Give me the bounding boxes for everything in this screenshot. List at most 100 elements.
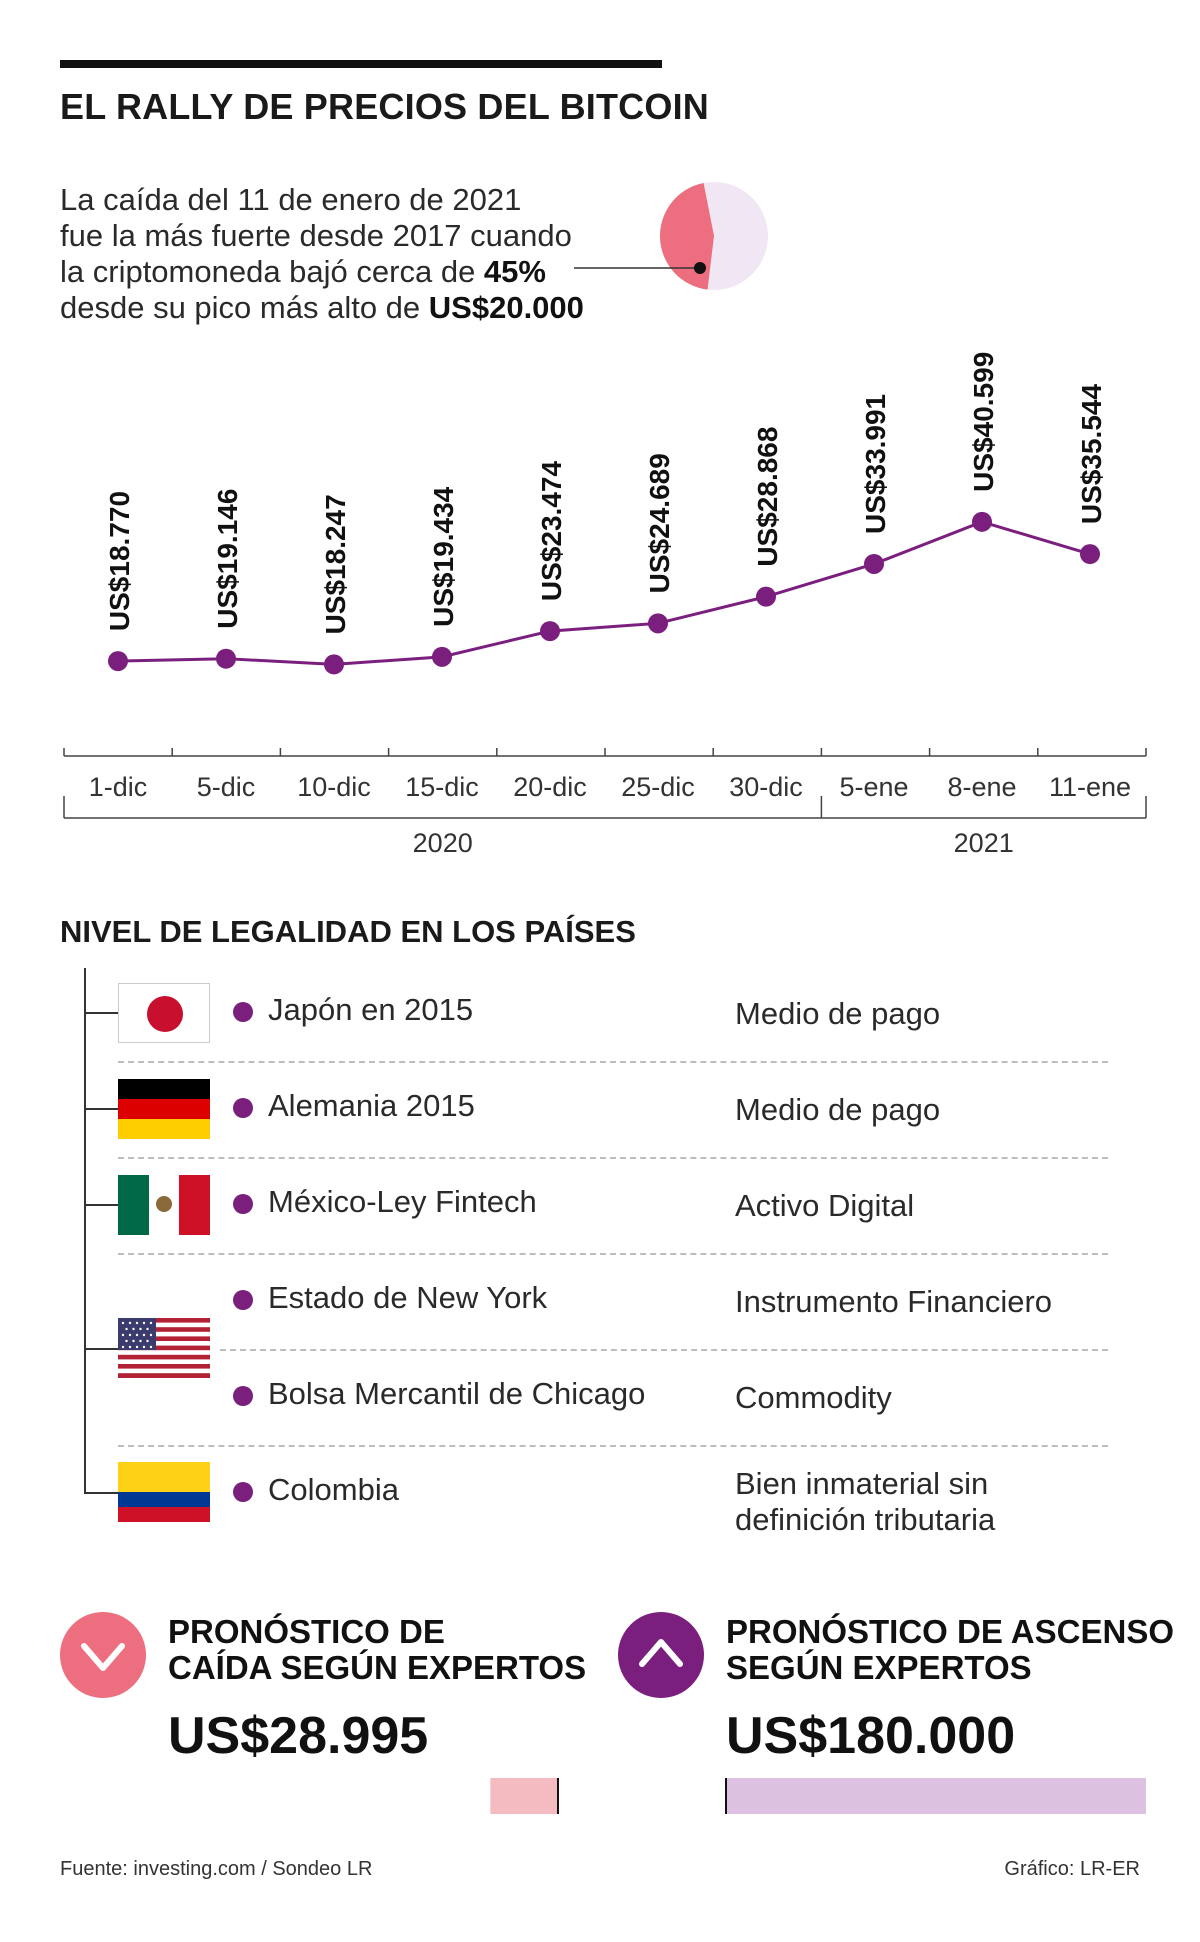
- source-note: Fuente: investing.com / Sondeo LR: [60, 1858, 373, 1880]
- country-new-york: Estado de New York: [268, 1280, 548, 1315]
- price-line-chart: US$18.770 US$19.146 US$18.247 US$19.434 US$2…: [63, 352, 1147, 858]
- data-point-30-dic: [756, 586, 776, 607]
- country-chicago: Bolsa Mercantil de Chicago: [268, 1376, 646, 1411]
- mexico-coat-of-arms-icon: [156, 1196, 172, 1212]
- mexico-stripe-green: [118, 1175, 149, 1235]
- country-colombia: Colombia: [268, 1472, 399, 1507]
- chevron-up-icon: [639, 1639, 683, 1667]
- x-tick-label-5-ene: 5-ene: [839, 772, 908, 802]
- data-label-15-dic: US$19.434: [428, 486, 459, 627]
- x-tick-label-15-dic: 15-dic: [405, 772, 479, 802]
- data-label-1-dic: US$18.770: [104, 491, 135, 631]
- tree-trunk: [84, 968, 86, 1493]
- pie-leader-dot: [694, 262, 706, 274]
- tree-branch: [84, 1492, 118, 1494]
- tree-branch: [84, 1108, 118, 1110]
- bullet-dot: [233, 1290, 253, 1310]
- bullet-dot: [233, 1098, 253, 1118]
- forecast-up-badge: [618, 1612, 704, 1698]
- bullet-dot: [233, 1002, 253, 1022]
- data-label-30-dic: US$28.868: [752, 427, 783, 567]
- x-tick-label-25-dic: 25-dic: [621, 772, 695, 802]
- country-mexico: México-Ley Fintech: [268, 1184, 537, 1219]
- data-label-25-dic: US$24.689: [644, 453, 675, 593]
- bullet-dot: [233, 1482, 253, 1502]
- credit-note: Gráfico: LR-ER: [1004, 1858, 1140, 1880]
- mexico-flag: [118, 1175, 210, 1235]
- title-rule: [60, 60, 662, 68]
- status-mexico: Activo Digital: [735, 1188, 915, 1223]
- data-label-5-ene: US$33.991: [860, 394, 891, 534]
- tree-branch: [84, 1012, 118, 1014]
- mexico-stripe-red: [179, 1175, 210, 1235]
- x-tick-label-30-dic: 30-dic: [729, 772, 803, 802]
- forecast-up-title-line-2: SEGÚN EXPERTOS: [726, 1649, 1032, 1686]
- intro-line-2: fue la más fuerte desde 2017 cuando: [60, 218, 572, 253]
- data-point-5-ene: [864, 553, 884, 574]
- data-point-20-dic: [540, 621, 560, 642]
- row-divider: [118, 1061, 1108, 1063]
- data-point-8-ene: [972, 511, 992, 532]
- status-chicago: Commodity: [735, 1380, 892, 1415]
- intro-line-3-text: la criptomoneda bajó cerca de: [60, 254, 484, 289]
- intro-line-3: la criptomoneda bajó cerca de 45%: [60, 254, 620, 290]
- intro-percent: 45%: [483, 254, 546, 289]
- pie-drop-chart: [574, 182, 768, 290]
- page-title: EL RALLY DE PRECIOS DEL BITCOIN: [60, 86, 709, 127]
- data-point-10-dic: [324, 654, 344, 675]
- forecast-down-badge: [60, 1612, 146, 1698]
- chart-points: [108, 511, 1100, 675]
- colombia-flag: [118, 1462, 210, 1522]
- tree-branch: [84, 1348, 118, 1350]
- forecast-up-title: PRONÓSTICO DE ASCENSO SEGÚN EXPERTOS: [726, 1614, 1174, 1686]
- intro-text: La caída del 11 de enero de 2021 fue la …: [60, 182, 620, 326]
- status-colombia-line-2: definición tributaria: [735, 1502, 996, 1537]
- legal-section-title: NIVEL DE LEGALIDAD EN LOS PAÍSES: [60, 914, 636, 949]
- forecast-up-bar: [726, 1778, 1146, 1814]
- japan-flag: [118, 983, 210, 1043]
- data-point-1-dic: [108, 651, 128, 672]
- data-point-5-dic: [216, 648, 236, 669]
- data-label-20-dic: US$23.474: [536, 461, 567, 602]
- row-divider: [220, 1349, 1108, 1351]
- country-japan: Japón en 2015: [268, 992, 474, 1027]
- x-tick-label-5-dic: 5-dic: [197, 772, 256, 802]
- usa-flag: [118, 1318, 210, 1378]
- intro-line-1: La caída del 11 de enero de 2021: [60, 182, 522, 217]
- status-germany: Medio de pago: [735, 1092, 941, 1127]
- data-label-5-dic: US$19.146: [212, 489, 243, 629]
- forecast-down-title-line-1: PRONÓSTICO DE: [168, 1613, 445, 1650]
- forecast-bars: [490, 1778, 1146, 1814]
- forecast-down-title: PRONÓSTICO DE CAÍDA SEGÚN EXPERTOS: [168, 1614, 586, 1686]
- data-label-8-ene: US$40.599: [968, 352, 999, 492]
- row-divider: [118, 1253, 1108, 1255]
- forecast-down-bar: [490, 1778, 558, 1814]
- status-japan: Medio de pago: [735, 996, 941, 1031]
- status-colombia: Bien inmaterial sin definición tributari…: [735, 1466, 995, 1538]
- tree-branch: [84, 1204, 118, 1206]
- intro-line-4-text: desde su pico más alto de: [60, 290, 429, 325]
- germany-stripe-black: [118, 1079, 210, 1099]
- japan-flag-sun: [147, 996, 183, 1032]
- bullet-dot: [233, 1386, 253, 1406]
- x-tick-label-8-ene: 8-ene: [947, 772, 1016, 802]
- colombia-stripe-red: [118, 1507, 210, 1522]
- x-tick-label-11-ene: 11-ene: [1049, 772, 1131, 802]
- status-new-york: Instrumento Financiero: [735, 1284, 1053, 1319]
- data-label-11-ene: US$35.544: [1076, 384, 1107, 525]
- row-divider: [118, 1157, 1108, 1159]
- status-colombia-line-1: Bien inmaterial sin: [735, 1466, 989, 1501]
- data-point-11-ene: [1080, 544, 1100, 565]
- forecast-up-title-line-1: PRONÓSTICO DE ASCENSO: [726, 1613, 1174, 1650]
- intro-line-4: desde su pico más alto de US$20.000: [60, 290, 620, 326]
- germany-flag: [118, 1079, 210, 1139]
- row-divider: [118, 1445, 1108, 1447]
- forecast-down-title-line-2: CAÍDA SEGÚN EXPERTOS: [168, 1649, 587, 1686]
- chart-axis: [63, 748, 1147, 819]
- forecast-up-value: US$180.000: [726, 1707, 1016, 1765]
- chart-tick-labels: 1-dic 5-dic 10-dic 15-dic 20-dic 25-dic 30-dic…: [89, 772, 1131, 858]
- colombia-stripe-blue: [118, 1492, 210, 1507]
- price-series-line: [117, 520, 1091, 666]
- bullet-dot: [233, 1194, 253, 1214]
- germany-stripe-red: [118, 1099, 210, 1119]
